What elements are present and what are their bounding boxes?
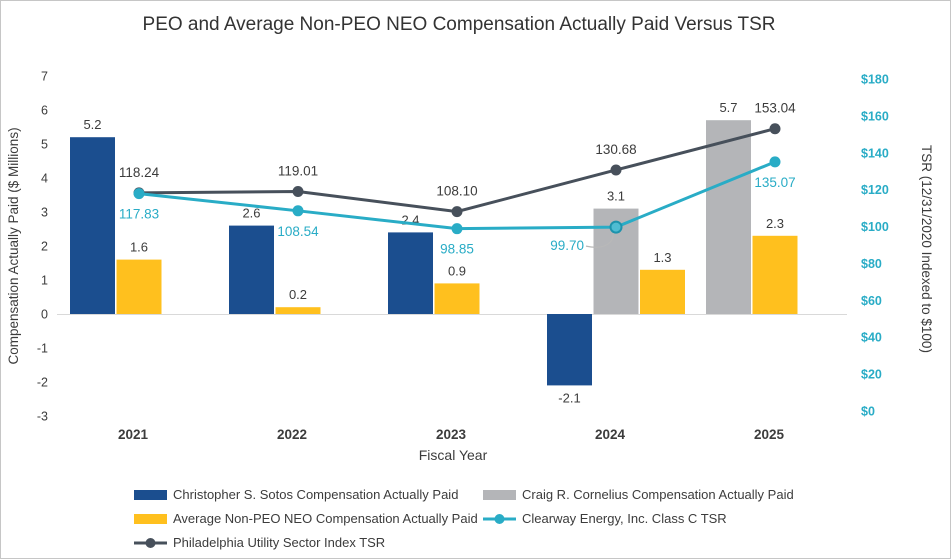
line-value-label: 99.70 bbox=[550, 238, 584, 253]
bar-christopher-s-sotos-compensation-actually-paid-2022 bbox=[229, 225, 274, 314]
left-axis-title: Compensation Actually Paid ($ Millions) bbox=[6, 127, 21, 364]
legend: Christopher S. Sotos Compensation Actual… bbox=[134, 487, 794, 550]
left-tick-label: 0 bbox=[41, 308, 48, 322]
right-tick-label: $180 bbox=[861, 73, 889, 87]
legend-bar-swatch bbox=[134, 513, 167, 524]
x-tick-label: 2023 bbox=[436, 427, 467, 442]
legend-label: Philadelphia Utility Sector Index TSR bbox=[173, 535, 386, 550]
legend-item-craig-r-cornelius-compensation-actually-paid: Craig R. Cornelius Compensation Actually… bbox=[483, 487, 794, 502]
bar-value-label: 5.2 bbox=[83, 117, 101, 132]
left-tick-label: 4 bbox=[41, 172, 48, 186]
right-tick-label: $20 bbox=[861, 368, 882, 382]
marker-philadelphia-utility-sector-index-tsr-2024 bbox=[610, 164, 622, 176]
bar-average-non-peo-neo-compensation-actually-paid-2023 bbox=[434, 283, 480, 314]
marker-philadelphia-utility-sector-index-tsr-2023 bbox=[451, 206, 463, 218]
legend-bar-swatch bbox=[134, 489, 167, 500]
right-axis-ticks: $0 $20 $40 $60 $80 $100 $120 $140 $160 $180 bbox=[861, 73, 889, 419]
marker-philadelphia-utility-sector-index-tsr-2022 bbox=[292, 185, 304, 197]
chart-title: PEO and Average Non-PEO NEO Compensation… bbox=[142, 14, 776, 35]
bar-value-label: 1.3 bbox=[653, 250, 671, 265]
legend-label: Clearway Energy, Inc. Class C TSR bbox=[522, 511, 727, 526]
bars bbox=[70, 120, 798, 386]
left-tick-label: -1 bbox=[37, 342, 48, 356]
bar-value-label: 0.9 bbox=[448, 263, 466, 278]
left-tick-label: 7 bbox=[41, 70, 48, 84]
bar-craig-r-cornelius-compensation-actually-paid-2025 bbox=[706, 120, 751, 314]
bar-value-label: -2.1 bbox=[558, 390, 580, 405]
line-path bbox=[138, 127, 776, 214]
marker-clearway-energy-inc-class-c-tsr-2021 bbox=[133, 188, 145, 200]
line-value-label: 118.24 bbox=[119, 165, 160, 180]
legend-item-average-non-peo-neo-compensation-actually-paid: Average Non-PEO NEO Compensation Actuall… bbox=[134, 511, 483, 526]
bar-christopher-s-sotos-compensation-actually-paid-2024 bbox=[547, 314, 592, 386]
legend-line-swatch bbox=[134, 537, 167, 548]
bar-christopher-s-sotos-compensation-actually-paid-2023 bbox=[388, 232, 433, 314]
right-tick-label: $40 bbox=[861, 331, 882, 345]
bar-value-label: 2.6 bbox=[242, 206, 260, 221]
legend-item-clearway-energy-inc-class-c-tsr: Clearway Energy, Inc. Class C TSR bbox=[483, 511, 794, 526]
right-tick-label: $100 bbox=[861, 220, 889, 234]
left-tick-label: -2 bbox=[37, 376, 48, 390]
right-tick-label: $60 bbox=[861, 294, 882, 308]
line-value-label: 98.85 bbox=[440, 242, 474, 257]
line-value-label: 135.07 bbox=[754, 175, 795, 190]
legend-label: Average Non-PEO NEO Compensation Actuall… bbox=[173, 511, 478, 526]
right-tick-label: $160 bbox=[861, 109, 889, 123]
bar-value-label: 2.3 bbox=[766, 216, 784, 231]
line-philadelphia-utility-sector-index-tsr: 118.24 119.01 108.10 130.68 153.04 bbox=[119, 101, 796, 218]
bar-average-non-peo-neo-compensation-actually-paid-2025 bbox=[752, 235, 798, 314]
legend-bar-swatch bbox=[483, 489, 516, 500]
left-tick-label: 6 bbox=[41, 104, 48, 118]
bar-value-label: 1.6 bbox=[130, 240, 148, 255]
right-axis-title: TSR (12/31/2020 Indexed to $100) bbox=[919, 145, 934, 353]
x-axis-title: Fiscal Year bbox=[419, 447, 488, 463]
x-axis-labels: 2021 2022 2023 2024 2025 bbox=[118, 427, 785, 442]
bar-christopher-s-sotos-compensation-actually-paid-2021 bbox=[70, 137, 115, 314]
left-tick-label: 5 bbox=[41, 138, 48, 152]
bar-labels: 5.21.62.60.22.40.9-2.13.11.35.72.3 bbox=[83, 100, 784, 405]
x-tick-label: 2022 bbox=[277, 427, 307, 442]
bar-value-label: 3.1 bbox=[607, 189, 625, 204]
legend-item-christopher-s-sotos-compensation-actually-paid: Christopher S. Sotos Compensation Actual… bbox=[134, 487, 483, 502]
marker-clearway-energy-inc-class-c-tsr-2023 bbox=[451, 223, 463, 235]
marker-philadelphia-utility-sector-index-tsr-2025 bbox=[769, 123, 781, 135]
left-tick-label: 2 bbox=[41, 240, 48, 254]
line-clearway-energy-inc-class-c-tsr: 117.83 108.54 98.85 99.70 135.07 bbox=[119, 156, 796, 257]
x-tick-label: 2025 bbox=[754, 427, 785, 442]
left-tick-label: 1 bbox=[41, 274, 48, 288]
marker-clearway-energy-inc-class-c-tsr-2025 bbox=[769, 156, 781, 168]
bar-average-non-peo-neo-compensation-actually-paid-2021 bbox=[116, 259, 162, 314]
line-value-label: 130.68 bbox=[595, 142, 636, 157]
left-tick-label: 3 bbox=[41, 206, 48, 220]
legend-label: Craig R. Cornelius Compensation Actually… bbox=[522, 487, 794, 502]
legend-line-swatch bbox=[483, 513, 516, 524]
right-tick-label: $80 bbox=[861, 257, 882, 271]
bar-value-label: 5.7 bbox=[719, 100, 737, 115]
line-value-label: 117.83 bbox=[119, 207, 159, 222]
line-value-label: 153.04 bbox=[754, 101, 796, 116]
right-tick-label: $0 bbox=[861, 405, 875, 419]
bar-average-non-peo-neo-compensation-actually-paid-2024 bbox=[640, 269, 685, 314]
legend-item-philadelphia-utility-sector-index-tsr: Philadelphia Utility Sector Index TSR bbox=[134, 535, 483, 550]
legend-label: Christopher S. Sotos Compensation Actual… bbox=[173, 487, 459, 502]
marker-clearway-energy-inc-class-c-tsr-2022 bbox=[292, 205, 304, 217]
right-tick-label: $140 bbox=[861, 146, 889, 160]
x-tick-label: 2021 bbox=[118, 427, 149, 442]
marker-clearway-energy-inc-class-c-tsr-2024 bbox=[609, 220, 623, 234]
x-tick-label: 2024 bbox=[595, 427, 626, 442]
bar-value-label: 0.2 bbox=[289, 287, 307, 302]
left-tick-label: -3 bbox=[37, 410, 48, 424]
bar-average-non-peo-neo-compensation-actually-paid-2022 bbox=[275, 307, 321, 314]
right-tick-label: $120 bbox=[861, 183, 889, 197]
line-value-label: 108.10 bbox=[436, 184, 477, 199]
line-value-label: 119.01 bbox=[278, 163, 318, 178]
line-value-label: 108.54 bbox=[277, 224, 319, 239]
left-axis-ticks: 7 6 5 4 3 2 1 0 -1 -2 -3 bbox=[37, 70, 48, 424]
label-leader-line bbox=[585, 233, 614, 248]
